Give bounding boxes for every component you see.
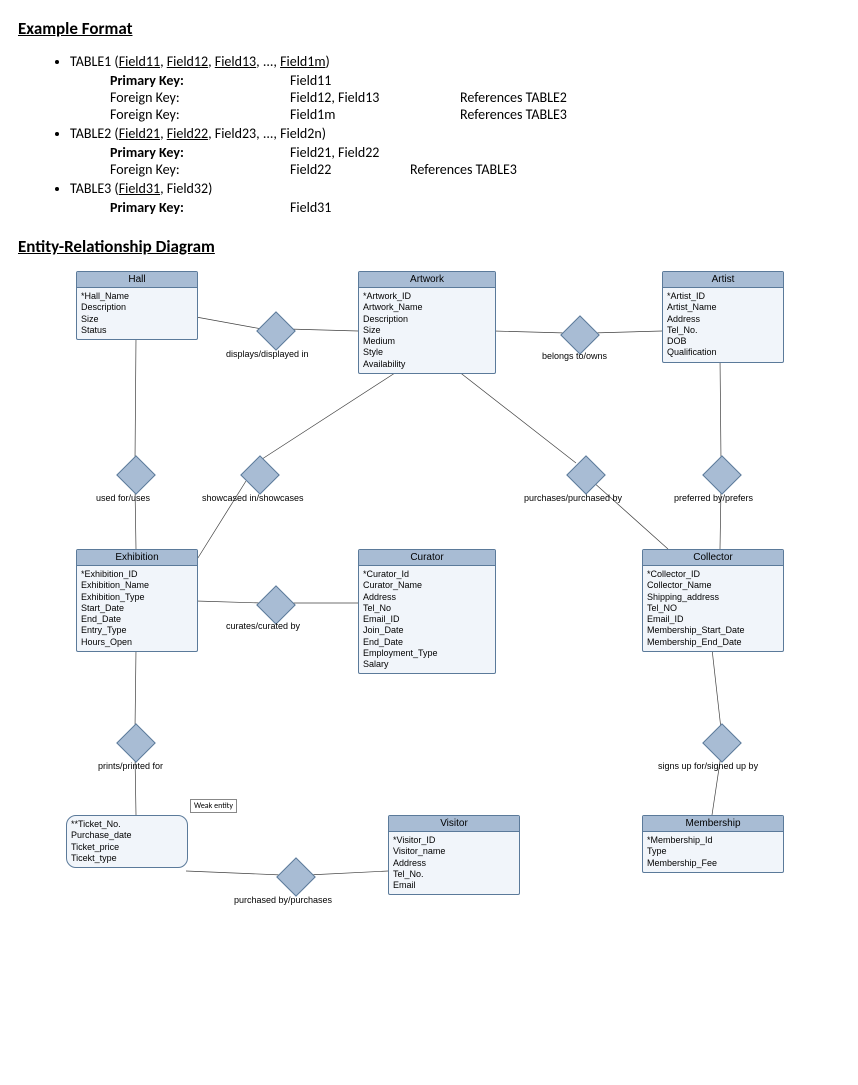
relation-label-purchased: purchases/purchased by <box>524 493 622 503</box>
format-list: TABLE1 (Field11, Field12, Field13, ..., … <box>18 53 840 216</box>
relation-label-signs: signs up for/signed up by <box>658 761 758 771</box>
entity-visitor: Visitor*Visitor_IDVisitor_nameAddressTel… <box>388 815 520 895</box>
table3-line: TABLE3 (Field31, Field32) Primary Key:Fi… <box>70 180 840 216</box>
example-heading: Example Format <box>18 18 840 39</box>
relation-label-belongs: belongs to/owns <box>542 351 607 361</box>
entity-ticket: **Ticket_No.Purchase_dateTicket_priceTic… <box>66 815 188 868</box>
table1-line: TABLE1 (Field11, Field12, Field13, ..., … <box>70 53 840 123</box>
relation-label-displays: displays/displayed in <box>226 349 309 359</box>
entity-hall: Hall*Hall_NameDescriptionSizeStatus <box>76 271 198 340</box>
entity-membership: Membership*Membership_IdTypeMembership_F… <box>642 815 784 873</box>
relation-label-purchasedby: purchased by/purchases <box>234 895 332 905</box>
entity-collector: Collector*Collector_IDCollector_NameShip… <box>642 549 784 652</box>
relation-label-preferred: preferred by/prefers <box>674 493 753 503</box>
relation-label-prints: prints/printed for <box>98 761 163 771</box>
relation-label-showcased: showcased in/showcases <box>202 493 304 503</box>
table2-line: TABLE2 (Field21, Field22, Field23, ..., … <box>70 125 840 178</box>
erd-heading: Entity-Relationship Diagram <box>18 236 840 257</box>
entity-exhibition: Exhibition*Exhibition_IDExhibition_NameE… <box>76 549 198 652</box>
relation-label-curates: curates/curated by <box>226 621 300 631</box>
er-diagram: Weak entity Hall*Hall_NameDescriptionSiz… <box>18 271 840 963</box>
weak-entity-label: Weak entity <box>190 799 237 813</box>
entity-artist: Artist*Artist_IDArtist_NameAddressTel_No… <box>662 271 784 363</box>
entity-curator: Curator*Curator_IdCurator_NameAddressTel… <box>358 549 496 674</box>
entity-artwork: Artwork*Artwork_IDArtwork_NameDescriptio… <box>358 271 496 374</box>
relation-label-used: used for/uses <box>96 493 150 503</box>
